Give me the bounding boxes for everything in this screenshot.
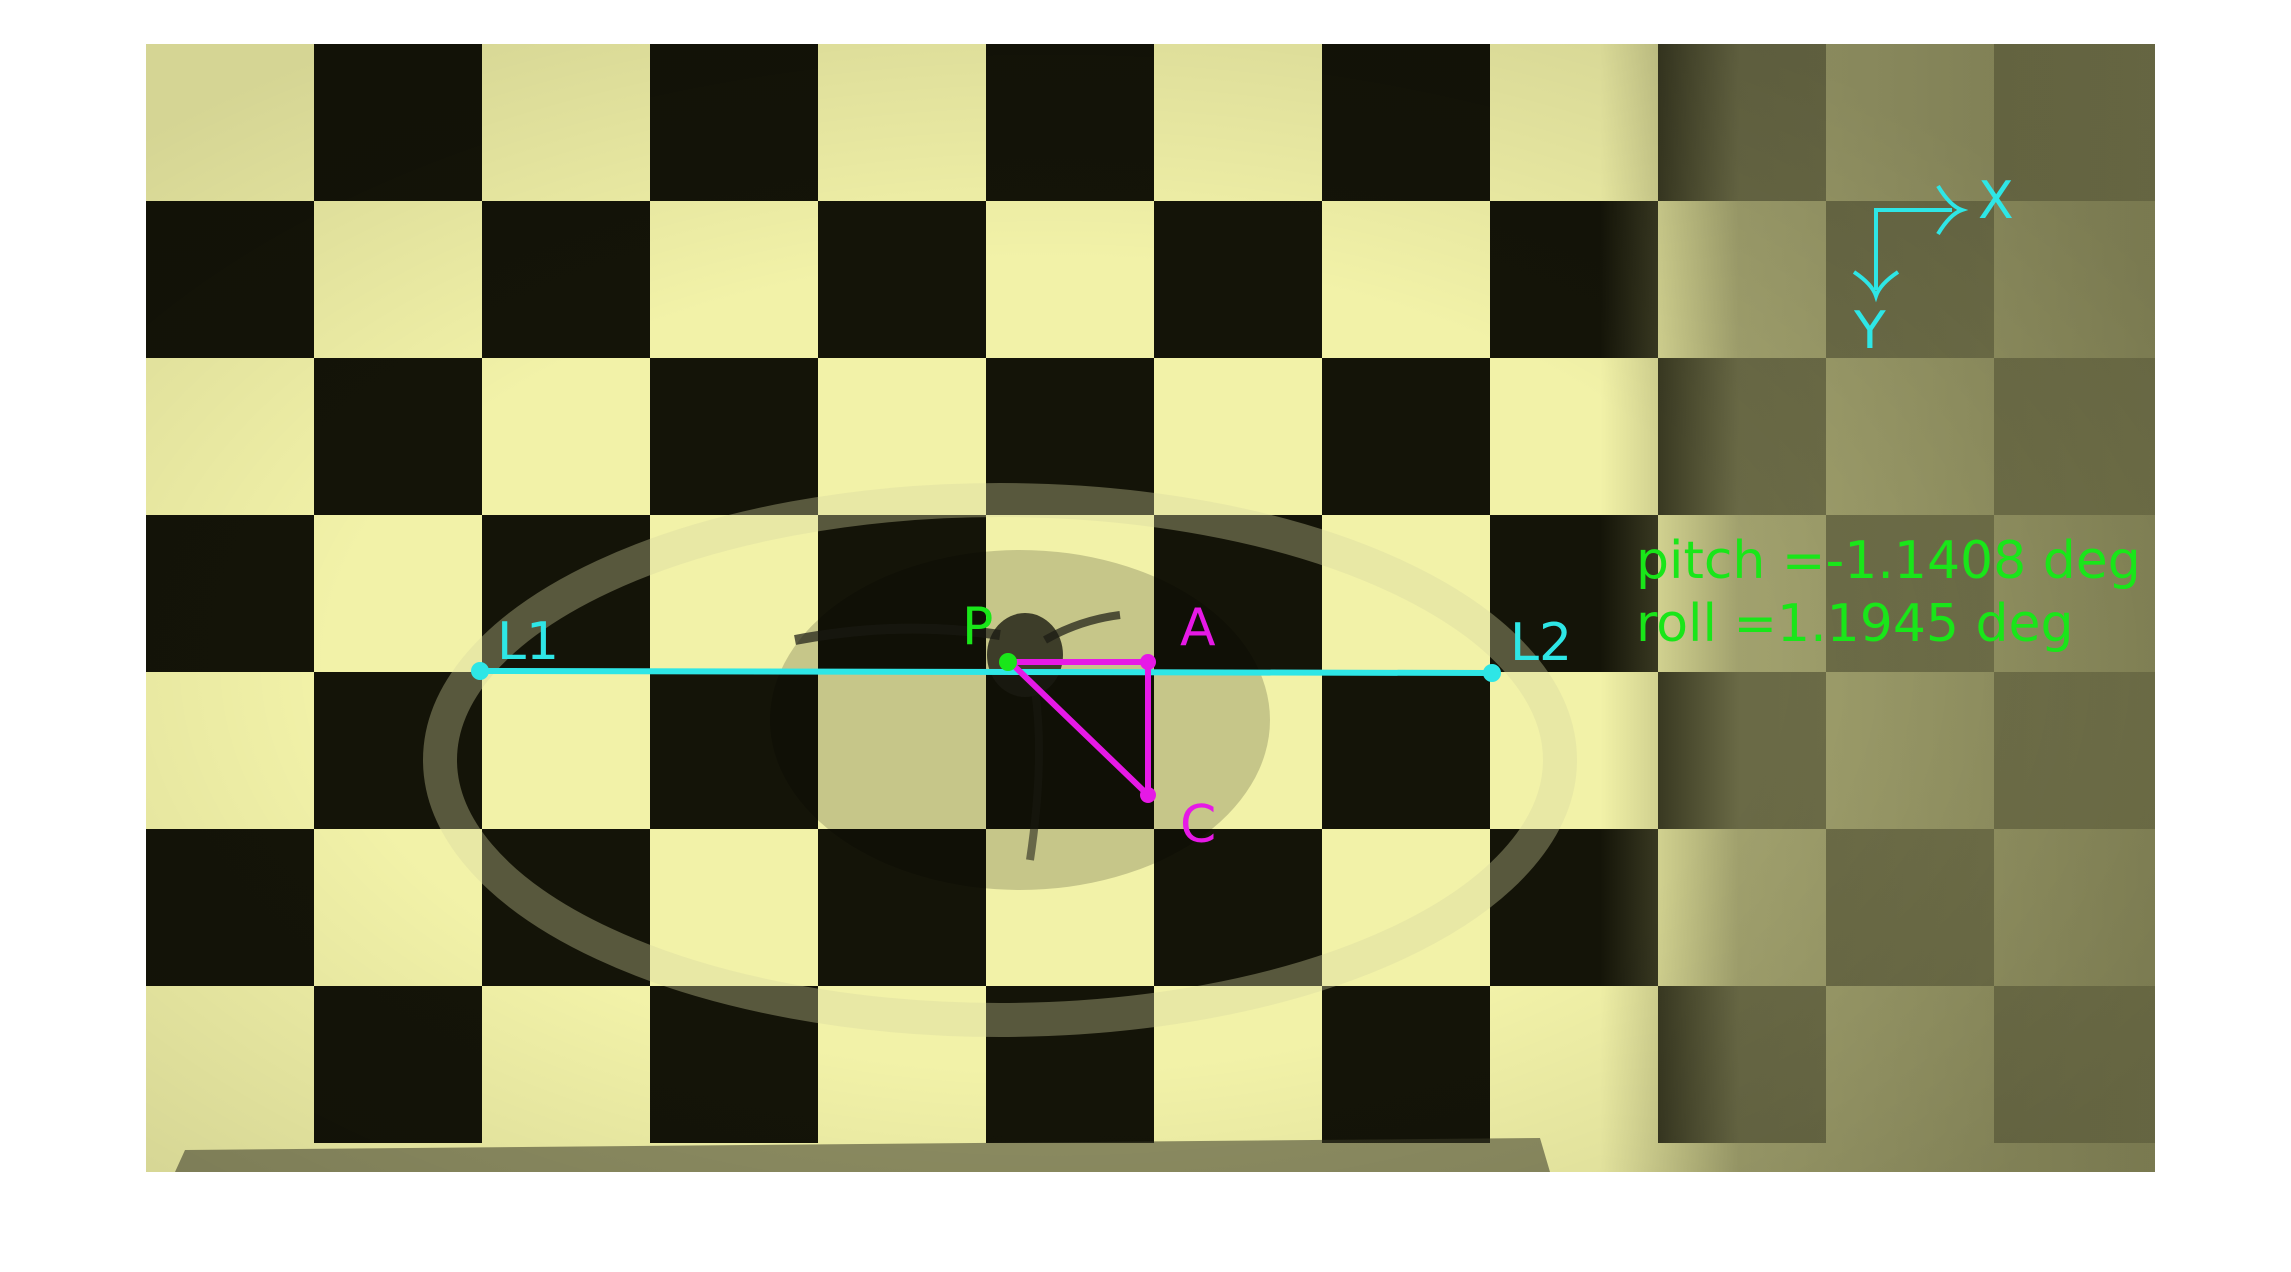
pitch-roll-triangle: A C [1007, 598, 1216, 855]
pitch-readout: pitch =-1.1408 deg [1636, 531, 2141, 591]
label-c: C [1180, 795, 1216, 855]
reference-line: L1 L2 [471, 612, 1572, 682]
label-l2: L2 [1510, 613, 1572, 673]
roll-readout: roll =1.1945 deg [1636, 594, 2074, 654]
axis-x-label: X [1978, 171, 2014, 231]
point-p [999, 653, 1017, 671]
axis-y-arrowhead [1852, 270, 1900, 303]
label-p: P [962, 597, 993, 657]
label-a: A [1180, 598, 1216, 658]
vignette [146, 44, 2155, 1172]
axis-x-arrow [1874, 208, 1952, 290]
point-l2 [1483, 664, 1501, 682]
camera-image [146, 44, 2155, 1172]
line-l1-l2 [479, 668, 1493, 676]
angle-readout: pitch =-1.1408 deg roll =1.1945 deg [1636, 531, 2141, 654]
point-c [1140, 787, 1156, 803]
segment-p-c [1007, 659, 1151, 798]
axis-y-label: Y [1853, 301, 1886, 361]
point-l1 [471, 662, 489, 680]
axis-x-arrowhead [1936, 184, 1969, 236]
axis-indicator: X Y [1852, 171, 2014, 361]
point-p-group: P [962, 597, 1017, 671]
point-a [1140, 654, 1156, 670]
label-l1: L1 [497, 612, 559, 672]
